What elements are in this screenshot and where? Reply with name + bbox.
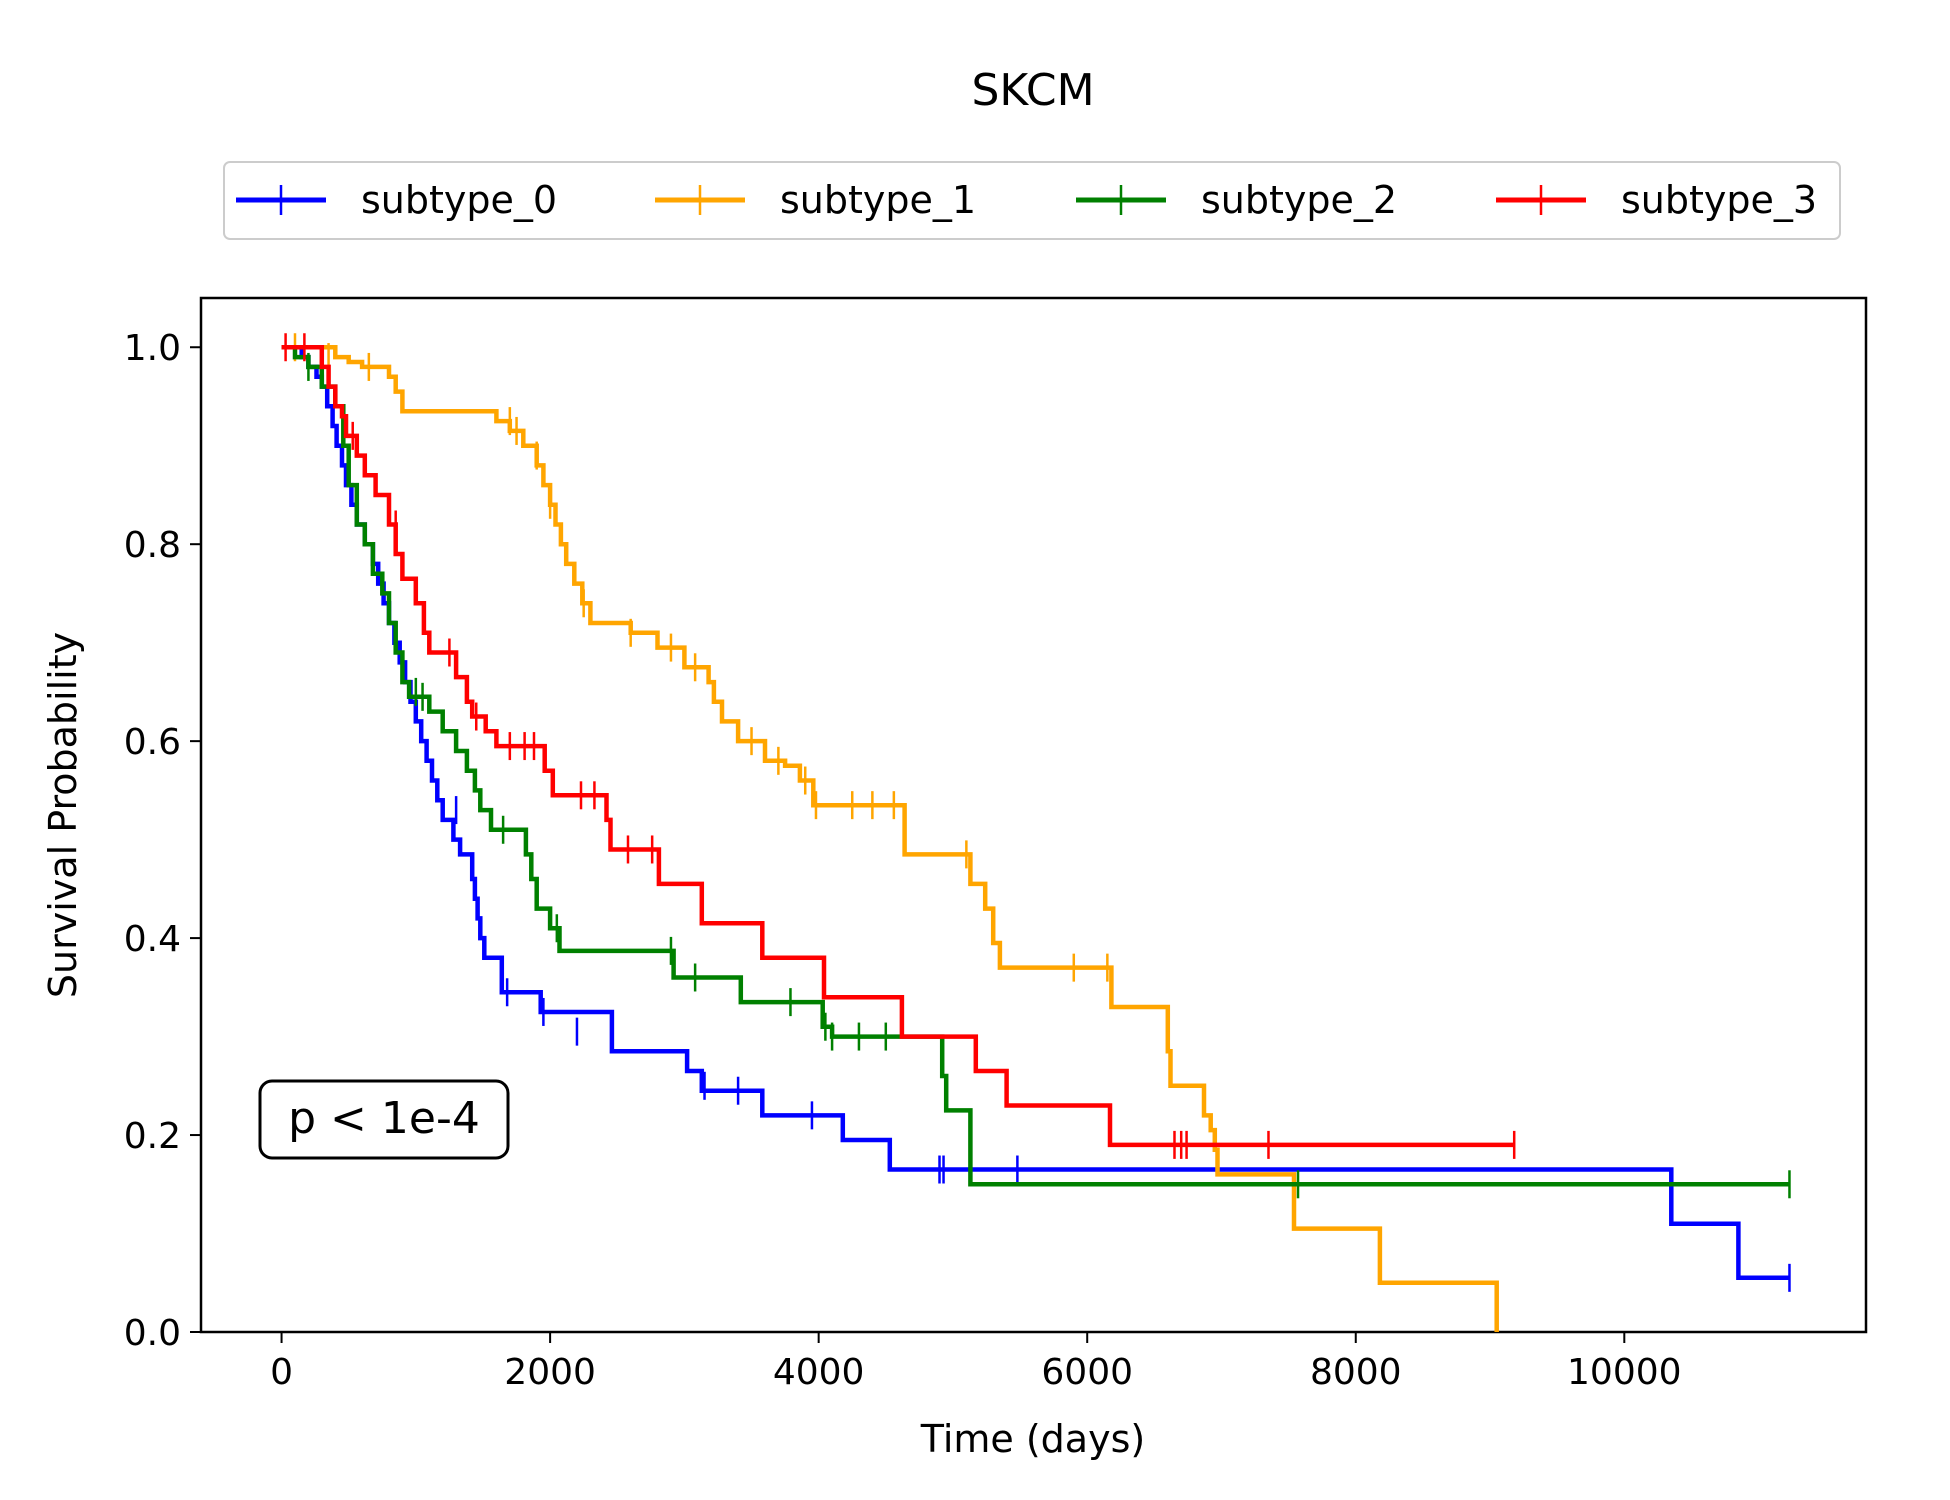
survival-curve-subtype_3 [281,344,1515,1148]
series-subtype_3 [281,333,1516,1159]
legend: subtype_0 subtype_1 subtype_2 subtype_3 [223,161,1841,240]
axes: 0 2000 4000 6000 8000 10000 0.0 0.2 0.4 0.6 0.8 1.0 [124,296,1868,1393]
y-tick-label: 1.0 [124,328,181,369]
legend-item-subtype_1: subtype_1 [655,178,976,222]
y-tick-label: 0.8 [124,525,181,566]
x-tick-label: 4000 [773,1352,865,1393]
series-subtype_0 [281,344,1791,1292]
series-layer [281,333,1791,1332]
annotation-box [258,1079,510,1160]
y-tick-label: 0.4 [124,919,181,960]
survival-curve-subtype_0 [281,344,1790,1281]
chart-title: SKCM [971,65,1094,116]
p-value-text: p < 1e-4 [288,1093,480,1144]
survival-curve-subtype_2 [281,344,1790,1187]
series-subtype_2 [281,344,1791,1199]
legend-label: subtype_1 [780,178,976,222]
legend-label: subtype_2 [1201,178,1397,222]
x-axis-title: Time (days) [920,1417,1145,1461]
legend-item-subtype_3: subtype_3 [1496,178,1817,222]
x-tick-label: 6000 [1041,1352,1133,1393]
y-tick-label: 0.2 [124,1116,181,1157]
p-value-annotation: p < 1e-4 [258,1079,510,1160]
x-tick-label: 2000 [504,1352,596,1393]
survival-curve-subtype_1 [281,344,1499,1332]
legend-item-subtype_2: subtype_2 [1076,178,1397,222]
legend-label: subtype_0 [361,178,557,222]
x-tick-label: 8000 [1310,1352,1402,1393]
legend-item-subtype_0: subtype_0 [236,178,557,222]
series-subtype_1 [281,333,1499,1332]
y-axis-title: Survival Probability [41,632,85,998]
x-tick-label: 10000 [1567,1352,1682,1393]
y-tick-label: 0.0 [124,1313,181,1354]
legend-label: subtype_3 [1621,178,1817,222]
x-tick-label: 0 [270,1352,293,1393]
y-tick-label: 0.6 [124,722,181,763]
legend-box [223,161,1841,240]
plot-frame [199,296,1868,1334]
